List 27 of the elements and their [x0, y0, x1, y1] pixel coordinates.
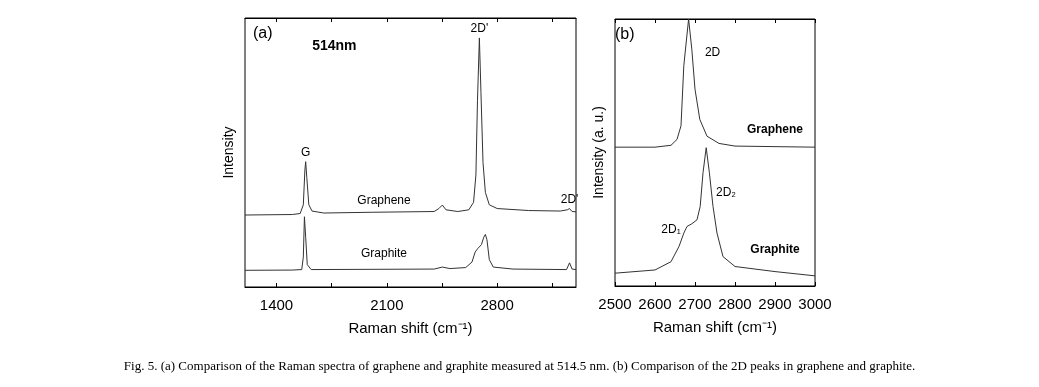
chart-subtitle: 514nm: [312, 36, 357, 53]
x-axis-title: Raman shift (cm⁻¹): [652, 318, 778, 335]
series-label: Graphene: [357, 193, 412, 208]
caption: Fig. 5. (a) Comparison of the Raman spectra of graphene and graphite measured at 514.5 nm. (b) Comparison of the 2D peaks in graphene and graphite.: [122, 358, 917, 374]
series-label: Graphite: [361, 246, 408, 261]
x-tick-label: 2600: [638, 295, 672, 312]
x-tick-label: 2500: [598, 295, 632, 312]
annotation: 2D': [560, 191, 579, 206]
y-axis-title: Intensity: [220, 126, 236, 179]
x-tick-label: 1400: [259, 296, 294, 313]
chart-title: (a): [253, 23, 273, 41]
x-tick-label: 2900: [758, 295, 792, 312]
chart-title: (b): [615, 24, 635, 42]
annotation: 2D₁: [661, 222, 681, 237]
x-tick-label: 2700: [678, 295, 712, 312]
annotation: 2D': [470, 20, 489, 35]
y-axis-title: Intensity (a. u.): [590, 106, 606, 199]
annotation: G: [301, 144, 311, 159]
x-tick-label: 2800: [480, 296, 514, 313]
x-axis-title: Raman shift (cm⁻¹): [348, 319, 473, 336]
x-tick-label: 3000: [798, 295, 832, 312]
series-label: Graphene: [746, 122, 804, 137]
annotation: 2D: [704, 45, 721, 59]
annotation: 2D₂: [716, 184, 737, 199]
x-tick-label: 2100: [370, 296, 404, 313]
series-label: Graphite: [750, 241, 800, 256]
x-tick-label: 2800: [718, 295, 752, 312]
